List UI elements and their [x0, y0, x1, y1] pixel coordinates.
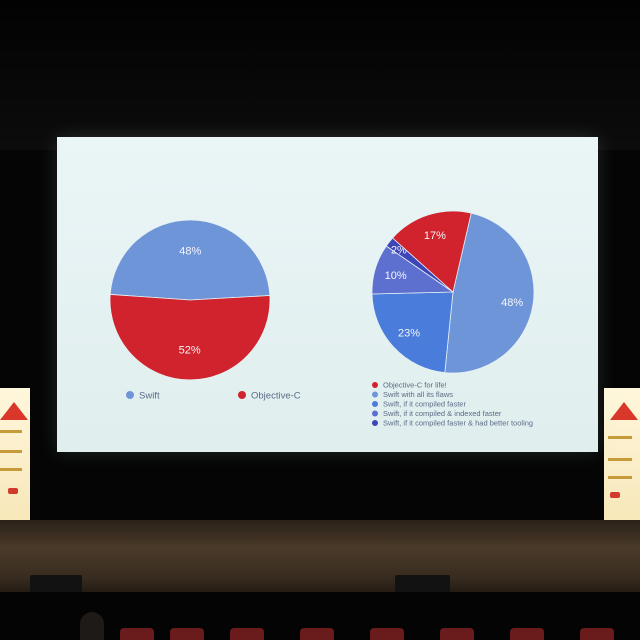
theater-seat	[300, 628, 334, 640]
legend-swatch	[238, 391, 246, 399]
stage-monitor	[395, 575, 450, 595]
pie-slice-objective-c	[109, 293, 271, 381]
slide-charts: 48%52% Swift Objective-C 48%23%10%2%17% O…	[109, 210, 535, 428]
theater-seat	[440, 628, 474, 640]
social-badge-icon	[610, 492, 620, 498]
stage-monitor	[30, 575, 82, 595]
pie-slice-swift-with-all-its-flaws	[444, 212, 535, 374]
legend-label: Swift, if it compiled faster	[383, 400, 466, 409]
legend-item-swift-if-it-compiled-indexed-faster: Swift, if it compiled & indexed faster	[372, 409, 502, 418]
audience-member	[80, 612, 104, 640]
mountain-logo-icon	[610, 402, 638, 420]
legend-item-swift-if-it-compiled-faster-had-better-tooling: Swift, if it compiled faster & had bette…	[372, 419, 533, 428]
legend-swatch	[372, 391, 378, 398]
pie-data-label: 17%	[424, 230, 446, 242]
legend-item-objective-c: Objective-C	[238, 390, 301, 401]
pie-slice-objective-c-for-life	[392, 210, 472, 293]
pie-data-label: 48%	[501, 297, 523, 309]
legend-item-swift-with-all-its-flaws: Swift with all its flaws	[372, 390, 453, 399]
projection-screen: 48% 52% Swift Objective-C 48% 23% 10% 2% 17% O…	[57, 137, 598, 452]
theater-seat	[510, 628, 544, 640]
theater-seat	[230, 628, 264, 640]
theater-seat	[170, 628, 204, 640]
legend-label: Swift with all its flaws	[383, 390, 453, 399]
legend-swatch	[126, 391, 134, 399]
pie-slice-swift	[109, 219, 271, 301]
pie-data-label: 48%	[179, 245, 201, 257]
stage-floor	[0, 520, 640, 600]
legend-item-objective-c-for-life: Objective-C for life!	[372, 381, 447, 390]
pie-data-label: 23%	[398, 328, 420, 340]
legend-swift-variants: Objective-C for life!Swift with all its …	[372, 381, 533, 428]
legend-swatch	[372, 420, 378, 426]
legend-label: Swift, if it compiled & indexed faster	[383, 409, 502, 418]
right-stage-banner	[604, 388, 640, 524]
legend-label: Swift	[139, 390, 160, 401]
twitter-badge-icon	[8, 488, 18, 494]
pie-chart-swift-vs-objc: 48% 52%	[109, 219, 271, 381]
pie-data-label: 10%	[385, 270, 407, 282]
theater-seat	[580, 628, 614, 640]
legend-swift-vs-objc: Swift Objective-C	[126, 390, 301, 401]
left-stage-banner	[0, 388, 30, 524]
pie-slice-swift-if-it-compiled-faster	[371, 291, 454, 374]
legend-label: Objective-C for life!	[383, 381, 447, 390]
pie-data-label: 52%	[179, 345, 201, 357]
legend-item-swift: Swift	[126, 390, 160, 401]
legend-label: Objective-C	[251, 390, 301, 401]
legend-swatch	[372, 410, 378, 417]
legend-label: Swift, if it compiled faster & had bette…	[383, 419, 533, 428]
legend-swatch	[372, 382, 378, 388]
legend-item-swift-if-it-compiled-faster: Swift, if it compiled faster	[372, 400, 466, 409]
theater-background	[0, 0, 640, 150]
legend-swatch	[372, 401, 378, 407]
mountain-logo-icon	[0, 402, 28, 420]
theater-seat	[370, 628, 404, 640]
theater-seat	[120, 628, 154, 640]
pie-chart-swift-variants: 48%23%10%2%17%	[371, 210, 535, 374]
